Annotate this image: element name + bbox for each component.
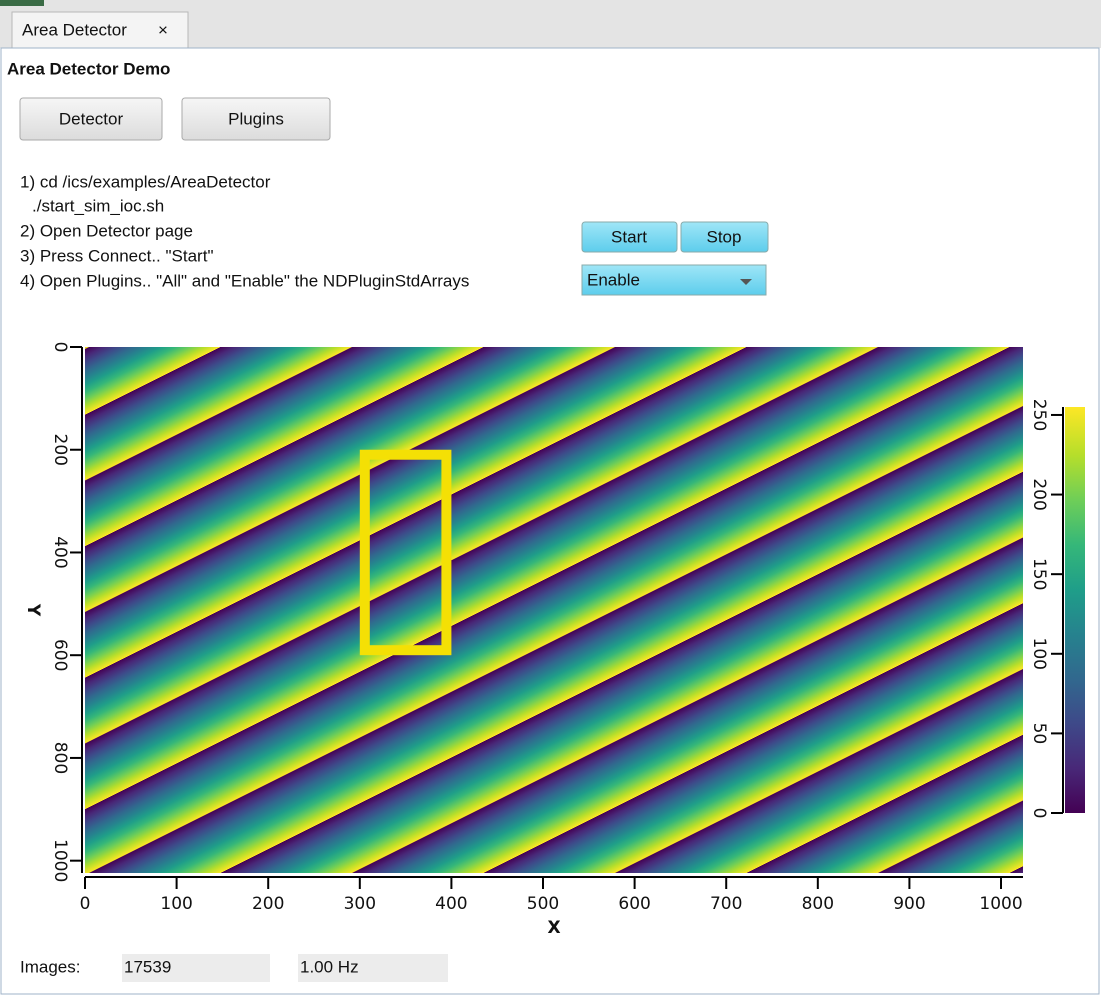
x-tick-label: 900 [893,894,925,914]
x-tick-label: 300 [344,894,376,914]
y-tick-label: 600 [50,639,70,671]
x-axis-title: X [547,918,560,938]
button[interactable] [181,97,331,141]
colorbar-tick-label: 200 [1029,478,1049,510]
y-tick-label: 200 [50,434,70,466]
x-tick-label: 100 [160,894,192,914]
y-tick-label: 1000 [50,839,70,882]
instruction: 4) Open Plugins.. "All" and "Enable" the… [20,271,469,290]
button[interactable] [19,97,163,141]
instruction: 2) Open Detector page [20,221,193,240]
colorbar-tick-label: 250 [1029,399,1049,431]
x-tick-label: 200 [252,894,284,914]
button-label[interactable]: Plugins [228,109,284,128]
instruction: 1) cd /ics/examples/AreaDetector [20,172,271,191]
colorbar-tick-label: 50 [1029,723,1049,745]
button-label[interactable]: Detector [59,109,124,128]
colorbar [1065,407,1085,813]
stop-label[interactable]: Stop [707,227,742,246]
stop-button[interactable] [680,221,769,253]
rate-value: 1.00 Hz [300,957,359,976]
roi[interactable] [359,449,452,656]
start-button[interactable] [581,221,678,253]
tab[interactable] [11,11,189,50]
tab-label[interactable]: Area Detector [22,20,127,39]
rate-field [298,954,448,982]
start-label[interactable]: Start [611,227,647,246]
x-tick-label: 1000 [979,894,1022,914]
colorbar-tick-label: 0 [1029,808,1049,819]
x-tick-label: 500 [527,894,559,914]
y-tick-label: 400 [50,536,70,568]
instruction: 3) Press Connect.. "Start" [20,246,213,265]
count-field [122,954,270,982]
corner [0,0,44,6]
x-tick-label: 600 [618,894,650,914]
combo-arrow[interactable] [740,279,752,285]
y-axis-title: Y [23,603,43,617]
combo-label[interactable]: Enable [587,270,640,289]
tab-close[interactable]: × [158,20,168,39]
combo[interactable] [581,264,767,296]
colorbar-tick-label: 100 [1029,638,1049,670]
x-tick-label: 700 [710,894,742,914]
x-tick-label: 0 [80,894,91,914]
image [85,347,1023,873]
count-value: 17539 [124,957,171,976]
x-tick-label: 400 [435,894,467,914]
y-tick-label: 0 [50,342,70,353]
y-tick-label: 800 [50,742,70,774]
instruction: ./start_sim_ioc.sh [32,196,164,215]
title: Area Detector Demo [7,59,170,78]
status-label: Images: [20,957,80,976]
colorbar-tick-label: 150 [1029,558,1049,590]
x-tick-label: 800 [802,894,834,914]
